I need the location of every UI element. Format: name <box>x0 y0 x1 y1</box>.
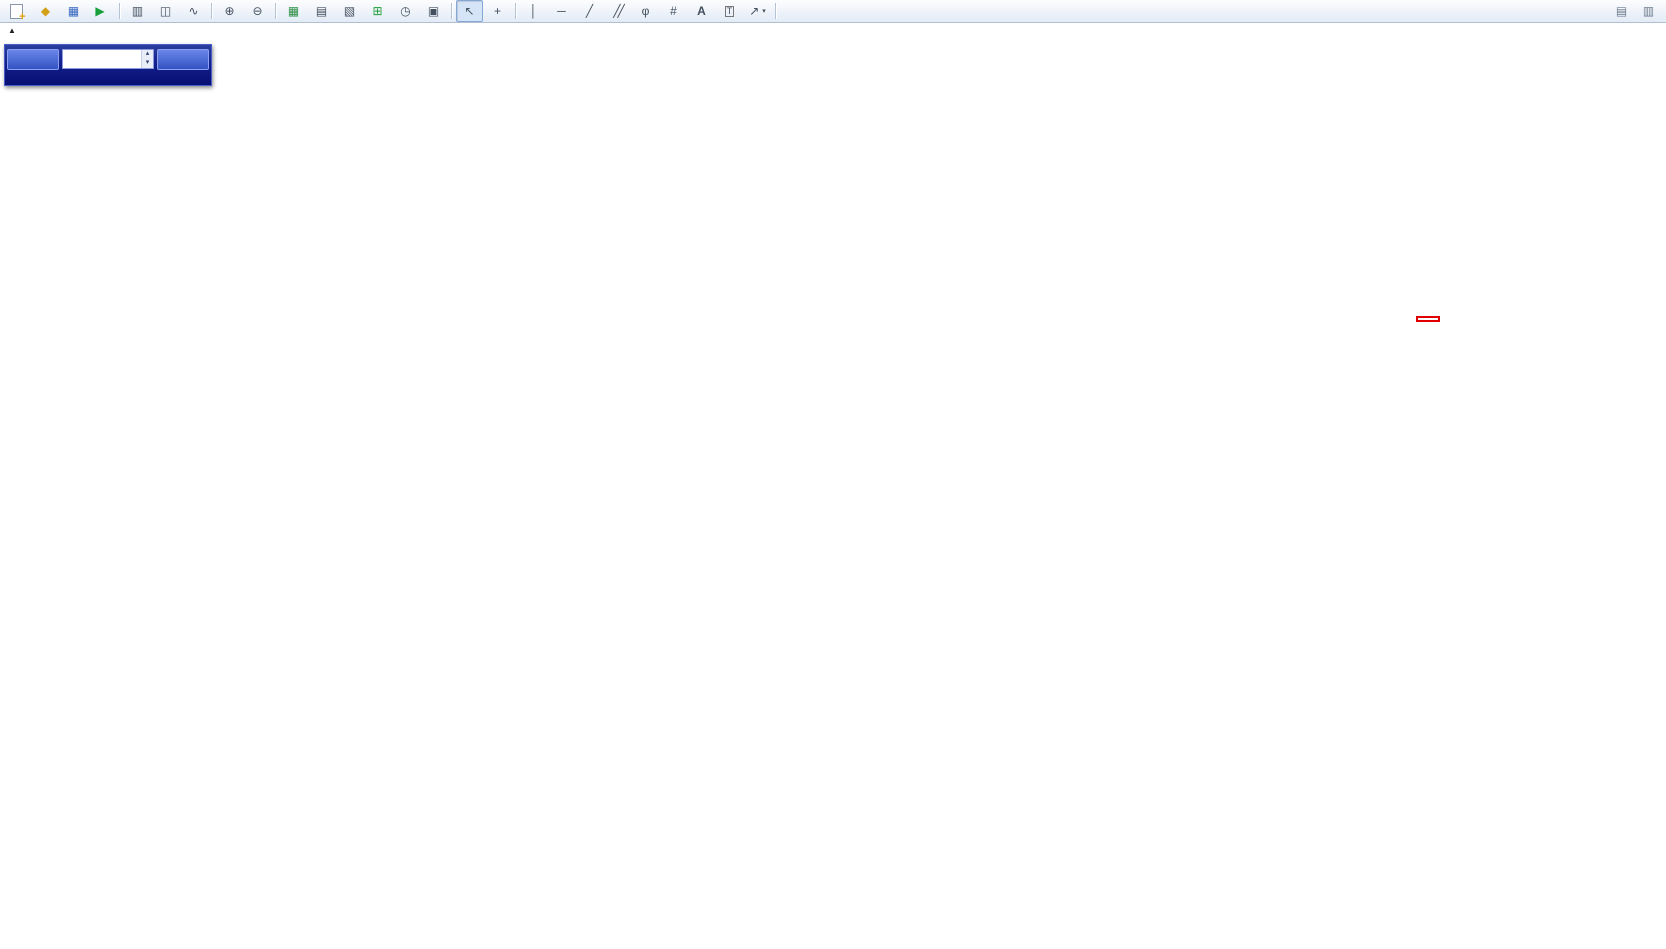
fibonacci-icon: φ <box>641 4 650 18</box>
templates-icon: ▣ <box>427 4 440 18</box>
vertical-line-button[interactable]: │ <box>520 0 547 22</box>
zoom-out-icon: ⊖ <box>252 4 263 18</box>
cascade-windows-icon: ▤ <box>1615 4 1628 18</box>
crosshair-button[interactable]: + <box>484 0 511 22</box>
gann-grid-button[interactable]: # <box>660 0 687 22</box>
bar-chart-icon: ▥ <box>131 4 144 18</box>
chart-profiles-button[interactable]: ▧ <box>336 0 363 22</box>
candlestick-chart-button[interactable]: ◫ <box>152 0 179 22</box>
arrow-tools-icon: ↗ <box>749 4 760 18</box>
one-click-trading-panel: ▴ ▾ <box>4 44 212 86</box>
price-axis[interactable] <box>1522 0 1666 949</box>
volume-spinner: ▴ ▾ <box>141 50 153 68</box>
indicators-icon: ⊞ <box>372 4 383 18</box>
chart-ohlc-title: ▲ <box>8 26 30 35</box>
tile-windows-icon: ▦ <box>287 4 300 18</box>
zoom-out-button[interactable]: ⊖ <box>244 0 271 22</box>
terminal-button[interactable]: ▦ <box>60 0 87 22</box>
trendline-button[interactable]: ╱ <box>576 0 603 22</box>
arrow-tools-button[interactable]: ↗ ▾ <box>744 0 771 22</box>
cascade-windows-button[interactable]: ▤ <box>1608 0 1635 22</box>
toolbar: ◆ ▦ ▶ ▥ ◫ ∿ ⊕ ⊖ ▦ ▤ ▧ ⊞ ◷ ▣ ↖ + │ ─ ╱ ╱╱… <box>0 0 1666 23</box>
toolbar-separator <box>275 3 276 19</box>
chevron-down-icon: ▾ <box>762 7 766 15</box>
cursor-button[interactable]: ↖ <box>456 0 483 22</box>
new-chart-button[interactable]: ▤ <box>308 0 335 22</box>
buy-price <box>203 72 204 81</box>
text-label-button[interactable]: T <box>716 0 743 22</box>
templates-button[interactable]: ▣ <box>420 0 447 22</box>
toolbar-separator <box>515 3 516 19</box>
gann-grid-icon: # <box>670 4 677 18</box>
horizontal-line-icon: ─ <box>557 4 566 18</box>
new-order-button[interactable] <box>4 0 31 23</box>
crosshair-icon: + <box>493 4 501 18</box>
new-chart-icon: ▤ <box>315 4 328 18</box>
periods-icon: ◷ <box>400 4 411 18</box>
bar-chart-button[interactable]: ▥ <box>124 0 151 22</box>
text-label-icon: T <box>724 5 735 17</box>
sell-price <box>12 72 13 81</box>
toolbar-right-group: ▤ ▥ <box>1608 0 1662 22</box>
buy-button[interactable] <box>157 48 209 70</box>
line-chart-icon: ∿ <box>188 4 199 18</box>
indicators-button[interactable]: ⊞ <box>364 0 391 22</box>
volume-decrease-button[interactable]: ▾ <box>142 59 153 68</box>
equidistant-channel-icon: ╱╱ <box>613 4 625 18</box>
equidistant-channel-button[interactable]: ╱╱ <box>604 0 631 22</box>
metaeditor-icon: ◆ <box>40 4 51 18</box>
text-icon: A <box>697 4 706 18</box>
metaeditor-button[interactable]: ◆ <box>32 0 59 22</box>
terminal-icon: ▦ <box>67 4 80 18</box>
toolbar-separator <box>211 3 212 19</box>
volume-input[interactable]: ▴ ▾ <box>62 49 154 69</box>
toolbar-separator <box>775 3 776 19</box>
autotrading-play-icon: ▶ <box>95 4 105 18</box>
vertical-line-icon: │ <box>529 4 538 18</box>
text-button[interactable]: A <box>688 0 715 22</box>
zoom-in-button[interactable]: ⊕ <box>216 0 243 22</box>
trendline-icon: ╱ <box>585 4 594 18</box>
tile-windows-button[interactable]: ▦ <box>280 0 307 22</box>
cursor-icon: ↖ <box>464 4 475 18</box>
price-level-callout[interactable] <box>1416 316 1440 322</box>
line-chart-button[interactable]: ∿ <box>180 0 207 22</box>
sell-button[interactable] <box>7 48 59 70</box>
one-click-toggle-icon[interactable]: ▲ <box>8 26 16 35</box>
volume-increase-button[interactable]: ▴ <box>142 50 153 59</box>
zoom-in-icon: ⊕ <box>224 4 235 18</box>
chart-profiles-icon: ▧ <box>343 4 356 18</box>
autotrading-button[interactable]: ▶ <box>88 0 115 22</box>
horizontal-line-button[interactable]: ─ <box>548 0 575 22</box>
time-axis[interactable] <box>0 871 1522 949</box>
periods-button[interactable]: ◷ <box>392 0 419 22</box>
fibonacci-button[interactable]: φ <box>632 0 659 22</box>
tile-horizontal-icon: ▥ <box>1642 4 1655 18</box>
new-order-icon <box>9 3 26 23</box>
candlestick-chart-icon: ◫ <box>159 4 172 18</box>
toolbar-separator <box>451 3 452 19</box>
tile-horizontal-button[interactable]: ▥ <box>1635 0 1662 22</box>
toolbar-separator <box>119 3 120 19</box>
